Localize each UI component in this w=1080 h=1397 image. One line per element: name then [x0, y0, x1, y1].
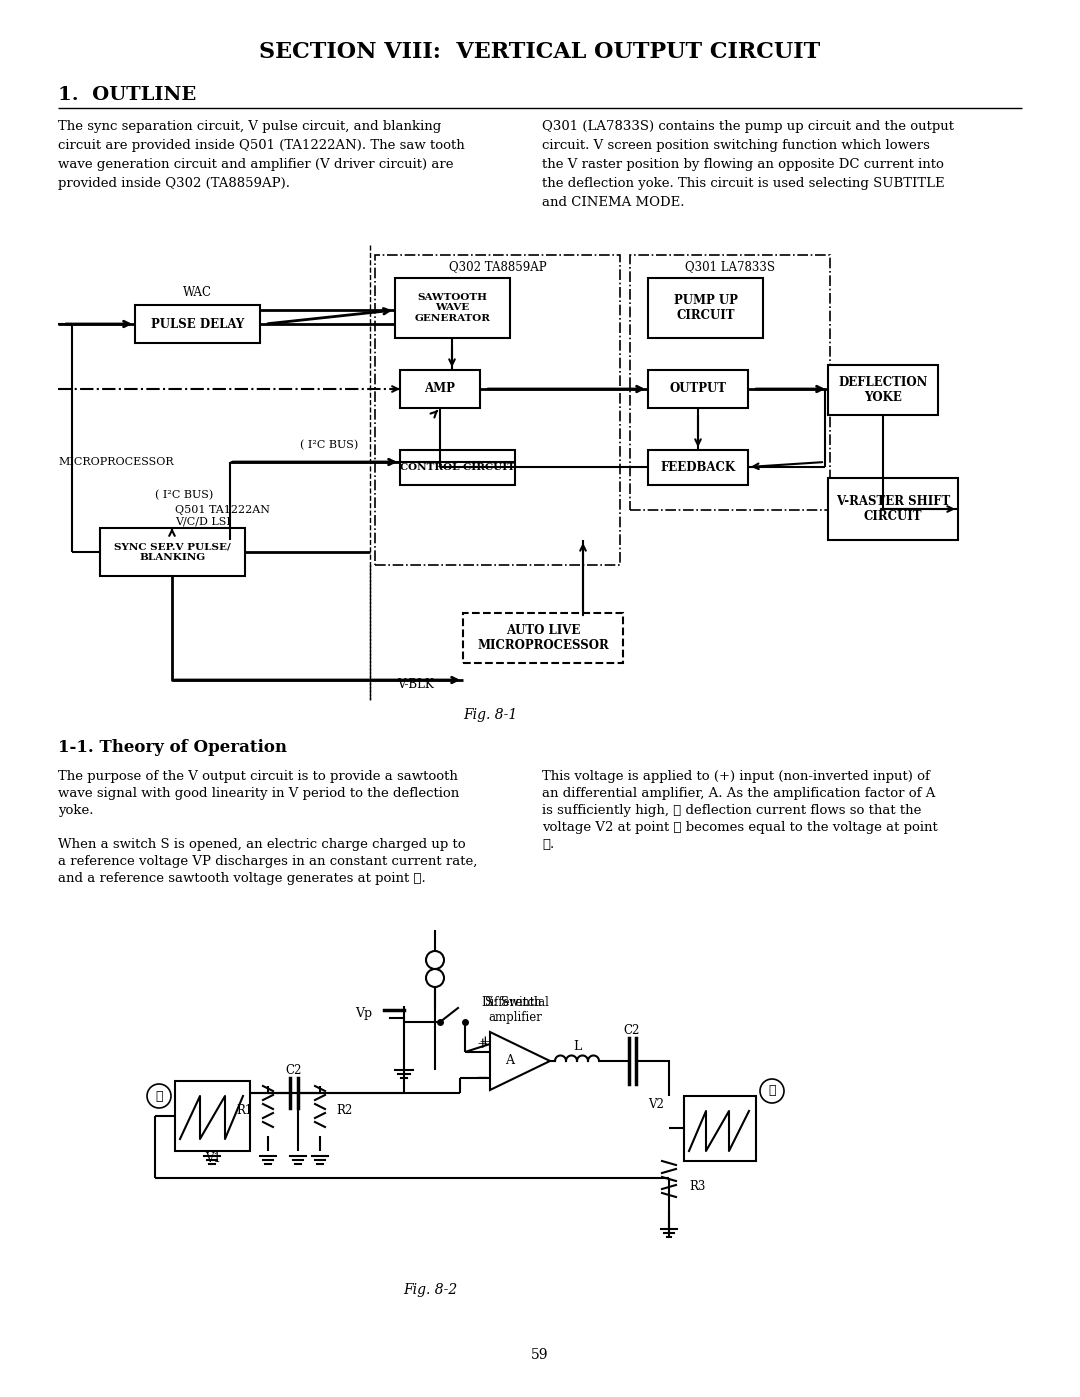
Text: 1.  OUTLINE: 1. OUTLINE — [58, 87, 197, 103]
Text: AUTO LIVE
MICROPROCESSOR: AUTO LIVE MICROPROCESSOR — [477, 624, 609, 652]
Text: V/C/D LSI: V/C/D LSI — [175, 515, 231, 527]
Text: 59: 59 — [531, 1348, 549, 1362]
Text: yoke.: yoke. — [58, 805, 94, 817]
Text: and a reference sawtooth voltage generates at point ⓐ.: and a reference sawtooth voltage generat… — [58, 872, 426, 886]
Text: Fig. 8-2: Fig. 8-2 — [403, 1282, 457, 1296]
Text: voltage V2 at point ⓒ becomes equal to the voltage at point: voltage V2 at point ⓒ becomes equal to t… — [542, 821, 937, 834]
Text: DEFLECTION
YOKE: DEFLECTION YOKE — [838, 376, 928, 404]
Text: C2: C2 — [624, 1024, 640, 1038]
Bar — [400, 450, 515, 485]
Text: R1: R1 — [237, 1105, 253, 1118]
Text: V-BLK: V-BLK — [396, 679, 433, 692]
Text: MICROPROCESSOR: MICROPROCESSOR — [58, 457, 174, 467]
Text: +: + — [476, 1037, 488, 1051]
Text: Q501 TA1222AN: Q501 TA1222AN — [175, 504, 270, 515]
Bar — [400, 370, 480, 408]
Text: This voltage is applied to (+) input (non-inverted input) of: This voltage is applied to (+) input (no… — [542, 770, 930, 782]
Text: −: − — [475, 1071, 488, 1085]
Text: +: + — [478, 1035, 491, 1049]
Text: Q301 (LA7833S) contains the pump up circuit and the output
circuit. V screen pos: Q301 (LA7833S) contains the pump up circ… — [542, 120, 954, 210]
Text: R2: R2 — [336, 1105, 352, 1118]
Text: The purpose of the V output circuit is to provide a sawtooth: The purpose of the V output circuit is t… — [58, 770, 458, 782]
Text: ⓐ: ⓐ — [156, 1090, 163, 1102]
Text: SYNC SEP.V PULSE/
BLANKING: SYNC SEP.V PULSE/ BLANKING — [114, 542, 231, 562]
Text: V-RASTER SHIFT
CIRCUIT: V-RASTER SHIFT CIRCUIT — [836, 495, 950, 522]
Text: Vp: Vp — [355, 1007, 372, 1020]
Text: S: Switch: S: Switch — [485, 996, 541, 1009]
Text: PUMP UP
CIRCUIT: PUMP UP CIRCUIT — [674, 293, 738, 321]
Text: an differential amplifier, A. As the amplification factor of A: an differential amplifier, A. As the amp… — [542, 787, 935, 800]
Text: The sync separation circuit, V pulse circuit, and blanking
circuit are provided : The sync separation circuit, V pulse cir… — [58, 120, 464, 190]
Bar — [135, 305, 260, 344]
Bar — [395, 278, 510, 338]
Text: Q302 TA8859AP: Q302 TA8859AP — [448, 260, 546, 274]
Text: SAWTOOTH
WAVE
GENERATOR: SAWTOOTH WAVE GENERATOR — [415, 293, 490, 323]
Text: Differential
amplifier: Differential amplifier — [481, 996, 549, 1024]
Text: OUTPUT: OUTPUT — [670, 383, 727, 395]
Bar — [648, 278, 762, 338]
Text: is sufficiently high, ⓐ deflection current flows so that the: is sufficiently high, ⓐ deflection curre… — [542, 805, 921, 817]
Text: A: A — [505, 1055, 514, 1067]
Text: AMP: AMP — [424, 383, 456, 395]
Text: 1-1. Theory of Operation: 1-1. Theory of Operation — [58, 739, 287, 757]
Text: CONTROL CIRCUIT: CONTROL CIRCUIT — [400, 462, 515, 472]
Bar — [648, 370, 748, 408]
Text: V1: V1 — [205, 1151, 221, 1165]
Text: Q301 LA7833S: Q301 LA7833S — [685, 260, 775, 274]
Text: a reference voltage VP discharges in an constant current rate,: a reference voltage VP discharges in an … — [58, 855, 477, 868]
Text: ( I²C BUS): ( I²C BUS) — [300, 440, 359, 450]
Text: R3: R3 — [689, 1179, 705, 1193]
Bar — [828, 365, 939, 415]
Text: SECTION VIII:  VERTICAL OUTPUT CIRCUIT: SECTION VIII: VERTICAL OUTPUT CIRCUIT — [259, 41, 821, 63]
Bar — [630, 256, 831, 510]
Text: L: L — [572, 1041, 581, 1053]
Bar — [175, 1081, 249, 1151]
Text: ⓐ.: ⓐ. — [542, 838, 554, 851]
Text: V2: V2 — [648, 1098, 664, 1111]
Bar — [375, 256, 620, 564]
Text: When a switch S is opened, an electric charge charged up to: When a switch S is opened, an electric c… — [58, 838, 465, 851]
Bar — [463, 613, 623, 664]
Bar — [648, 450, 748, 485]
Text: C2: C2 — [286, 1065, 302, 1077]
Text: PULSE DELAY: PULSE DELAY — [151, 317, 244, 331]
Text: WAC: WAC — [183, 286, 212, 299]
Bar — [100, 528, 245, 576]
Text: FEEDBACK: FEEDBACK — [661, 461, 735, 474]
Text: wave signal with good linearity in V period to the deflection: wave signal with good linearity in V per… — [58, 787, 459, 800]
Text: ⓒ: ⓒ — [768, 1084, 775, 1098]
Text: Fig. 8-1: Fig. 8-1 — [463, 708, 517, 722]
Bar — [684, 1097, 756, 1161]
Text: ( I²C BUS): ( I²C BUS) — [156, 490, 213, 500]
Bar — [828, 478, 958, 541]
